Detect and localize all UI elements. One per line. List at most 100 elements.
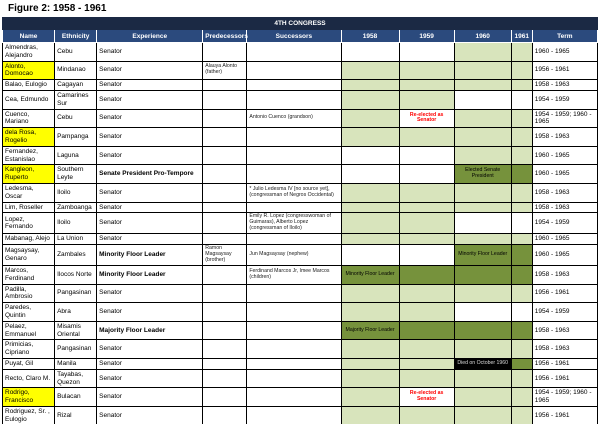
year-cell-1961 [510,164,533,184]
cell-term: 1960 - 1965 [531,145,599,166]
year-cell-1961 [510,387,533,407]
cell-name: Padilla, Ambrosio [1,283,56,304]
year-cell-1960 [453,320,512,341]
year-cell-1961 [510,42,533,62]
cell-name: Magsaysay, Genaro [1,244,56,266]
cell-predecessors: Ramon Magsaysay (brother) [202,244,248,266]
cell-term: 1956 - 1961 [531,405,599,424]
year-cell-1959 [398,201,455,214]
cell-successors: Emily R. Lopez (congresswoman of Guimara… [246,212,342,235]
year-cell-1960 [453,127,512,147]
year-cell-1958 [340,164,400,184]
cell-name: Marcos, Ferdinand [1,264,56,285]
cell-term: 1960 - 1965 [531,164,599,184]
cell-experience: Senator [96,368,204,389]
year-cell-1958 [340,368,400,389]
cell-successors: Ferdinand Marcos Jr, Imee Marcos (childr… [246,264,342,285]
year-cell-1960 [453,89,512,110]
year-cell-1959 [398,244,455,266]
cell-experience: Senator [96,212,204,235]
cell-term: 1958 - 1963 [531,182,599,203]
year-cell-1961 [510,264,533,285]
cell-ethnicity: Misamis Oriental [54,320,98,341]
cell-term: 1954 - 1959; 1960 - 1965 [531,108,599,129]
year-cell-1959 [398,127,455,147]
year-cell-1961 [510,233,533,246]
column-header-successors: Successors [246,29,342,43]
cell-name: Alonto, Domocao [1,60,56,81]
cell-experience: Senator [96,127,204,147]
cell-ethnicity: Rizal [54,405,98,424]
cell-predecessors: Alauya Alonto (father) [202,60,248,81]
cell-term: 1954 - 1959 [531,89,599,110]
cell-term: 1960 - 1965 [531,42,599,62]
cell-name: Rodrigo, Francisco [1,387,56,407]
cell-name: Ledesma, Oscar [1,182,56,203]
cell-term: 1958 - 1963 [531,79,599,91]
cell-successors [246,283,342,304]
year-cell-annotation: Minority Floor Leader [345,270,395,277]
cell-experience: Senator [96,89,204,110]
year-cell-1958 [340,42,400,62]
year-cell-annotation: Minority Floor Leader [458,251,508,258]
table-row: Fernandez, Estanislao Laguna Senator 1960 -… [1,145,599,166]
year-cell-1960 [453,108,512,129]
year-cell-1961 [510,357,533,370]
year-cell-1959: Re-elected as Senator [398,108,455,129]
year-cell-annotation: Re-elected as Senator [409,390,444,403]
year-cell-1960 [453,302,512,322]
cell-name: Paredes, Quintin [1,302,56,322]
cell-ethnicity: Bulacan [54,387,98,407]
cell-name: Cuenco, Mariano [1,108,56,129]
cell-predecessors [202,264,248,285]
cell-ethnicity: Iloilo [54,212,98,235]
year-cell-1958 [340,283,400,304]
year-cell-1961 [510,302,533,322]
cell-ethnicity: Pampanga [54,127,98,147]
table-row: Paredes, Quintin Abra Senator 1954 - 1959 [1,302,599,322]
cell-ethnicity: Pangasinan [54,339,98,359]
cell-ethnicity: Southern Leyte [54,164,98,184]
cell-predecessors [202,212,248,235]
cell-experience: Senate President Pro-Tempore [96,164,204,184]
cell-experience: Minority Floor Leader [96,264,204,285]
table-row: Cea, Edmundo Camarines Sur Senator 1954 - 1… [1,89,599,110]
table-row: Ledesma, Oscar Iloilo Senator * Julio Ledes… [1,182,599,203]
year-cell-1959 [398,405,455,424]
table-row: Recto, Claro M. Tayabas, Quezon Senator 195… [1,368,599,389]
table-row: Padilla, Ambrosio Pangasinan Senator 1956 -… [1,283,599,304]
cell-name: Pelaez, Emmanuel [1,320,56,341]
cell-predecessors [202,108,248,129]
cell-name: Lopez, Fernando [1,212,56,235]
year-cell-1959 [398,182,455,203]
cell-experience: Majority Floor Leader [96,320,204,341]
table-row: Alonto, Domocao Mindanao Senator Alauya Alo… [1,60,599,81]
year-cell-1959 [398,212,455,235]
year-cell-1959 [398,368,455,389]
year-cell-1960 [453,42,512,62]
year-cell-1958 [340,89,400,110]
year-cell-1959: Re-elected as Senator [398,387,455,407]
year-cell-1959 [398,79,455,91]
year-cell-1958 [340,182,400,203]
year-cell-1960: Elected Senate President [453,164,512,184]
table-row: Lim, Roseller Zamboanga Senator 1958 - 1963 [1,201,599,214]
cell-successors: Antonio Cuenco (grandson) [246,108,342,129]
cell-successors [246,164,342,184]
cell-predecessors [202,127,248,147]
cell-predecessors [202,283,248,304]
cell-ethnicity: Tayabas, Quezon [54,368,98,389]
cell-term: 1958 - 1963 [531,264,599,285]
year-cell-1961 [510,320,533,341]
year-cell-annotation: Re-elected as Senator [409,111,444,124]
congress-table: 4TH CONGRESS Name Ethnicity Experience Pred… [1,17,599,424]
column-header-term: Term [531,29,599,43]
cell-ethnicity: Ilocos Norte [54,264,98,285]
cell-predecessors [202,387,248,407]
year-cell-1959 [398,164,455,184]
year-cell-1961 [510,79,533,91]
table-row: dela Rosa, Rogelio Pampanga Senator 1958 - … [1,127,599,147]
cell-name: Cea, Edmundo [1,89,56,110]
cell-name: Almendras, Alejandro [1,42,56,62]
